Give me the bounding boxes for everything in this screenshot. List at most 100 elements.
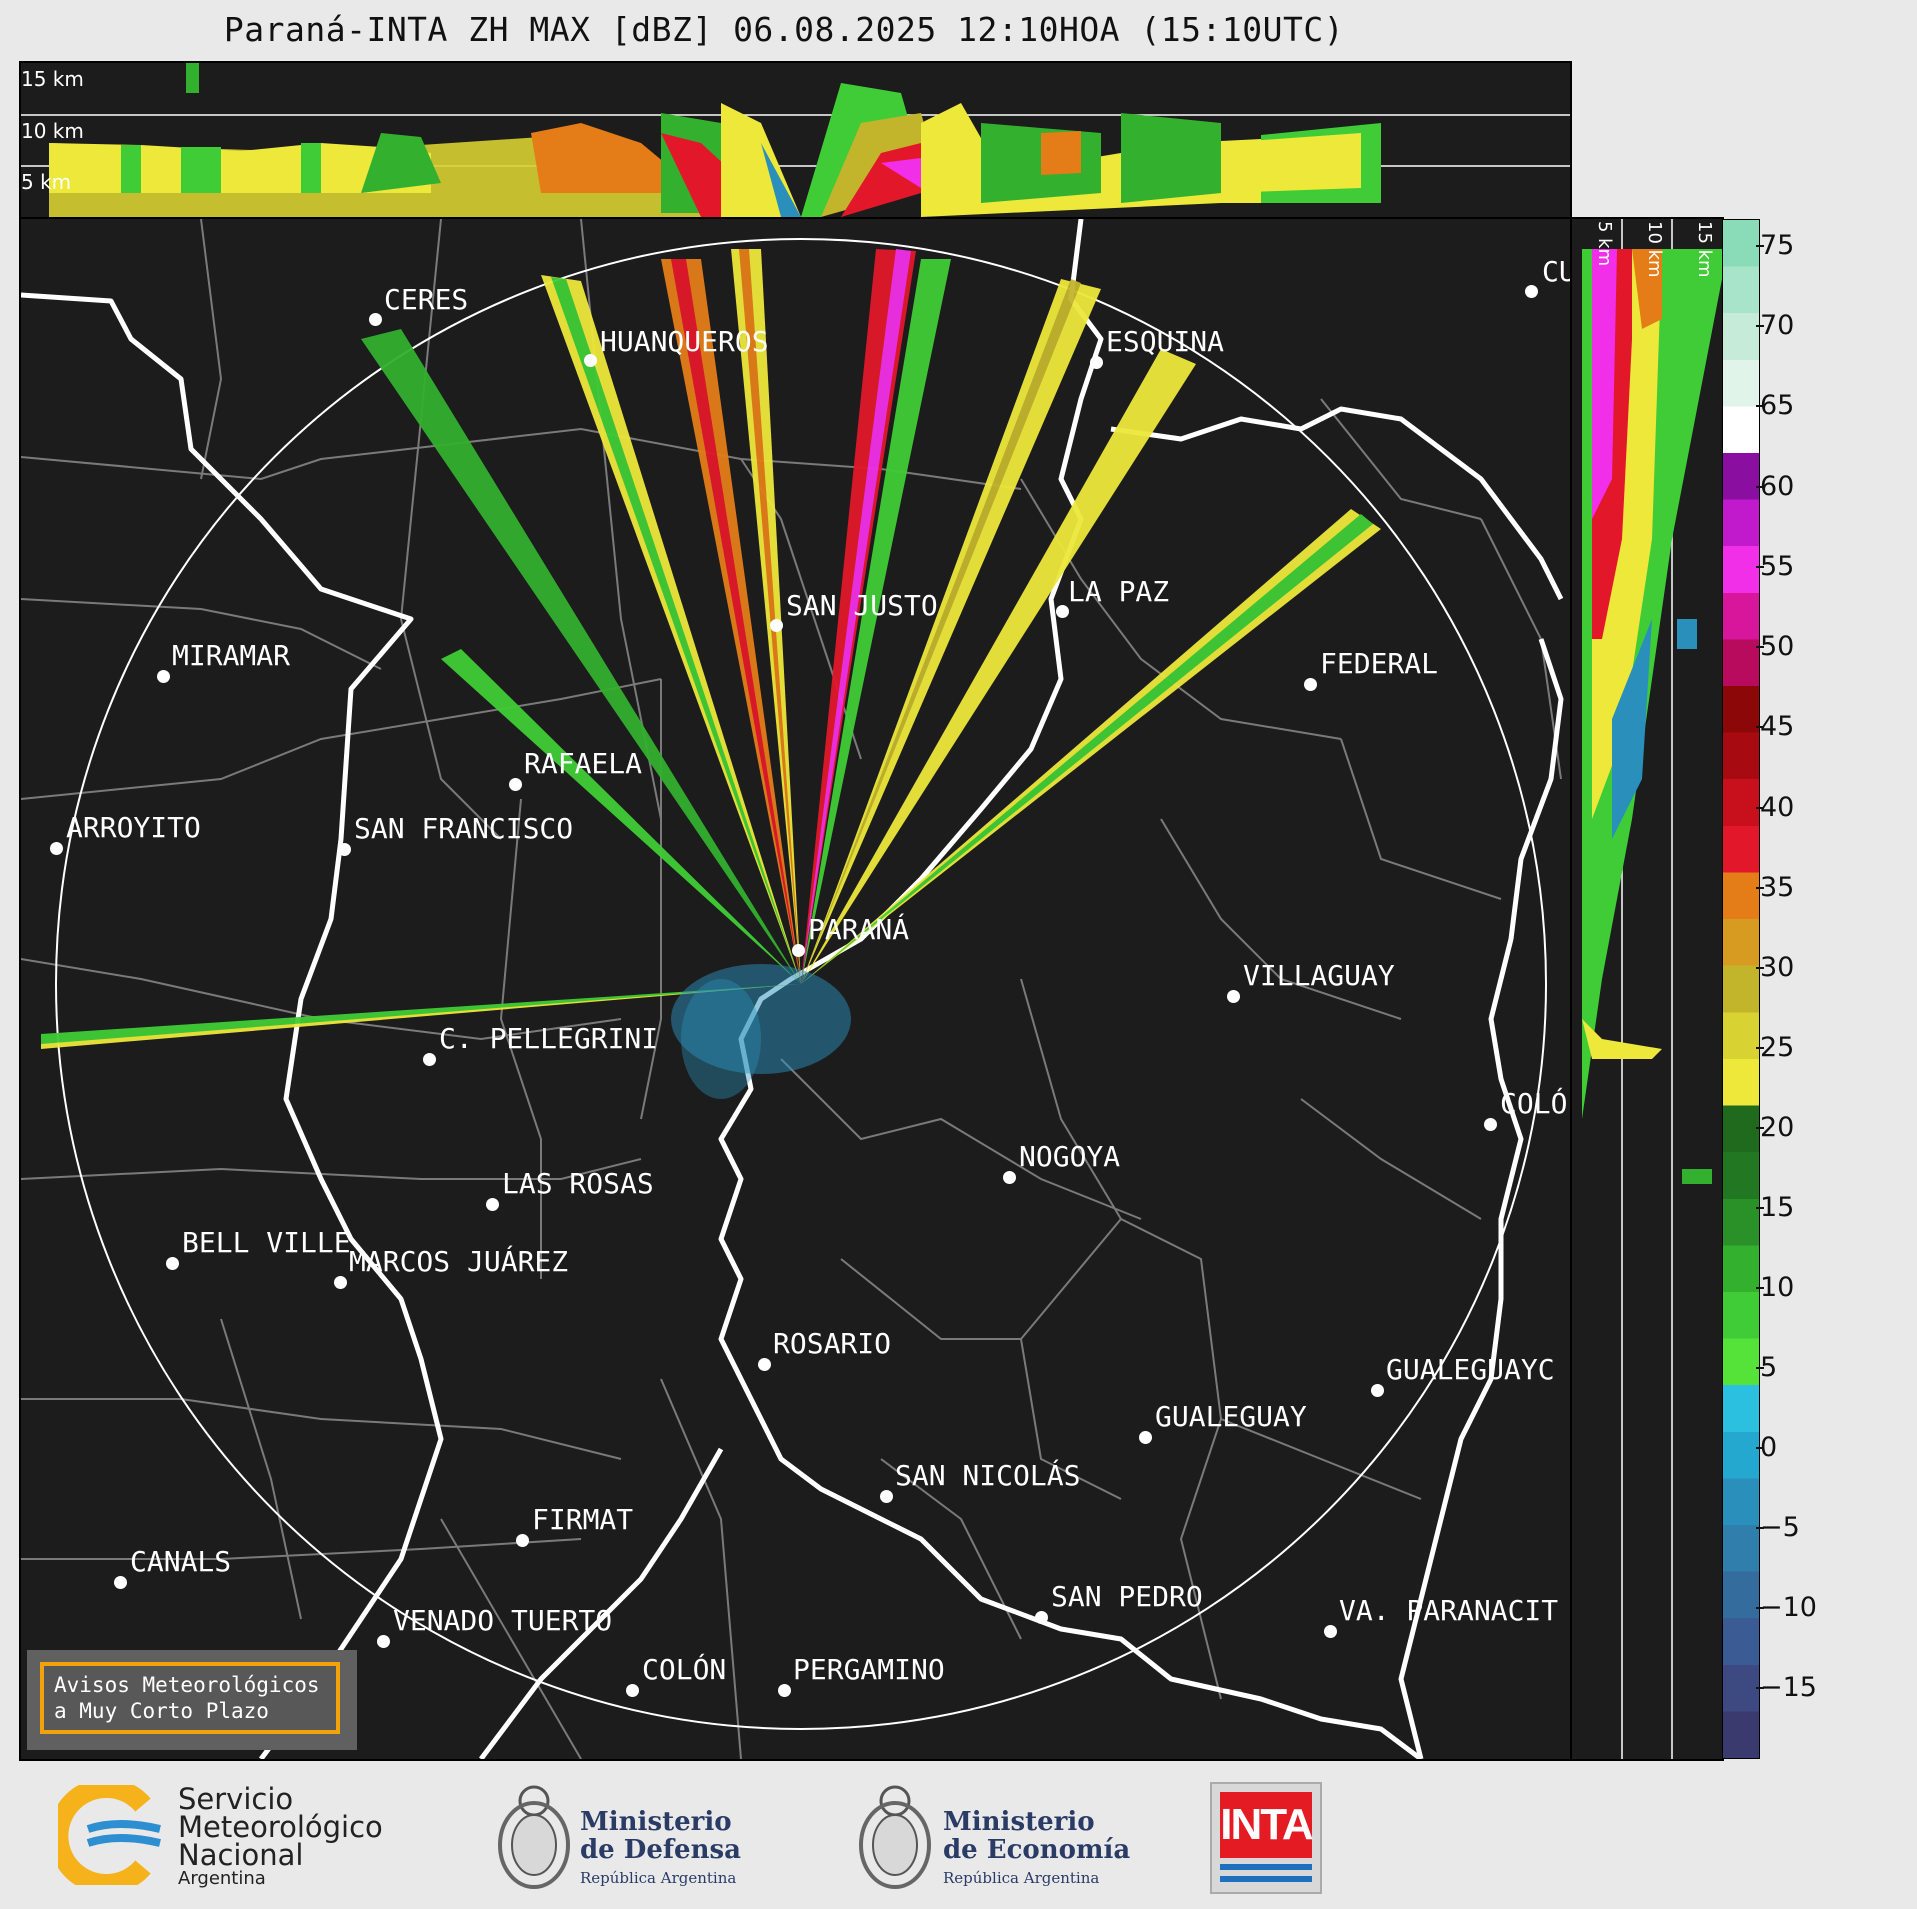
city-dot	[1324, 1625, 1337, 1638]
smn-logo-icon	[48, 1778, 168, 1894]
city-label-san-nicolas: SAN NICOLÁS	[895, 1459, 1081, 1492]
city-label-san-pedro: SAN PEDRO	[1051, 1580, 1203, 1613]
city-dot	[377, 1635, 390, 1648]
avisos-line-1: Avisos Meteorológicos	[54, 1673, 320, 1697]
city-dot	[792, 944, 805, 957]
colorbar-tick: −10	[1756, 1592, 1817, 1623]
city-dot	[114, 1576, 127, 1589]
city-label-huanqueros: HUANQUEROS	[600, 325, 769, 358]
city-label-federal: FEDERAL	[1320, 647, 1439, 680]
city-dot	[157, 670, 170, 683]
city-dot	[1003, 1171, 1016, 1184]
defensa-line-1: Ministerio	[580, 1807, 732, 1837]
city-label-rosario: ROSARIO	[773, 1327, 892, 1360]
economia-line-1: Ministerio	[943, 1807, 1095, 1837]
city-dot	[778, 1684, 791, 1697]
city-label-gualeguayc: GUALEGUAYC	[1386, 1353, 1555, 1386]
city-label-san-francisco: SAN FRANCISCO	[354, 812, 574, 845]
colorbar-tick: 35	[1755, 872, 1795, 903]
city-label-venado-tuerto: VENADO TUERTO	[393, 1604, 613, 1637]
city-dot	[1035, 1611, 1048, 1624]
city-dot	[1525, 285, 1538, 298]
colorbar-tick: 45	[1755, 711, 1795, 742]
city-dot	[369, 313, 382, 326]
city-dot	[626, 1684, 639, 1697]
city-label-esquina: ESQUINA	[1106, 325, 1225, 358]
city-label-rafaela: RAFAELA	[524, 747, 643, 780]
colorbar-tick: 50	[1755, 631, 1795, 662]
city-label-bell-ville: BELL VILLE	[182, 1226, 351, 1259]
city-label-las-rosas: LAS ROSAS	[502, 1167, 654, 1200]
city-label-firmat: FIRMAT	[532, 1503, 634, 1536]
defensa-line-3: República Argentina	[580, 1869, 737, 1887]
radar-map	[19, 217, 1572, 1761]
colorbar-tick: 5	[1755, 1352, 1778, 1383]
city-label-san-justo: SAN JUSTO	[786, 589, 938, 622]
defensa-logo-text: Ministerio de Defensa República Argentin…	[580, 1808, 741, 1892]
economia-logo-text: Ministerio de Economía República Argenti…	[943, 1808, 1130, 1892]
inta-logo-text: INTA	[1220, 1792, 1314, 1858]
city-label-c-pellegrini: C. PELLEGRINI	[439, 1022, 659, 1055]
side-cross-section-panel: 5 km 10 km 15 km	[1570, 217, 1724, 1761]
smn-line-2: Meteorológico	[178, 1810, 383, 1844]
colorbar-tick: 60	[1755, 471, 1795, 502]
colorbar-tick: 15	[1755, 1192, 1795, 1223]
city-label-va-paranacit: VA. PARANACIT	[1339, 1594, 1559, 1627]
colorbar-tick: 25	[1755, 1032, 1795, 1063]
city-dot	[758, 1358, 771, 1371]
city-dot	[486, 1198, 499, 1211]
city-label-miramar: MIRAMAR	[172, 639, 291, 672]
colorbar	[1722, 219, 1760, 1759]
inta-stripe	[1220, 1864, 1312, 1870]
side-height-label-10km: 10 km	[1644, 221, 1665, 278]
city-dot	[1304, 678, 1317, 691]
inta-logo: INTA	[1210, 1782, 1322, 1894]
city-label-parana: PARANÁ	[808, 913, 910, 946]
side-cross-section-echoes	[1582, 219, 1722, 1759]
colorbar-tick: 75	[1755, 230, 1795, 261]
city-label-colon: COLÓN	[642, 1653, 727, 1686]
top-cross-section-echoes	[21, 63, 1570, 217]
city-dot	[50, 842, 63, 855]
city-dot	[516, 1534, 529, 1547]
colorbar-tick: −5	[1756, 1512, 1800, 1543]
city-dot	[1371, 1384, 1384, 1397]
city-dot	[338, 843, 351, 856]
chart-title: Paraná-INTA ZH MAX [dBZ] 06.08.2025 12:1…	[223, 10, 1345, 49]
city-label-colo: COLÓ	[1500, 1087, 1568, 1120]
city-dot	[1056, 605, 1069, 618]
avisos-line-2: a Muy Corto Plazo	[54, 1699, 269, 1723]
city-dot	[166, 1257, 179, 1270]
colorbar-tick: 70	[1755, 310, 1795, 341]
city-dot	[584, 354, 597, 367]
map-geography	[21, 219, 1564, 1759]
colorbar-tick: 65	[1755, 390, 1795, 421]
defensa-coat-of-arms-icon	[494, 1775, 574, 1895]
city-dot	[880, 1490, 893, 1503]
city-label-arroyito: ARROYITO	[66, 811, 201, 844]
defensa-line-2: de Defensa	[580, 1835, 741, 1865]
smn-logo-text: Servicio Meteorológico Nacional Argentin…	[178, 1785, 383, 1889]
city-label-ceres: CERES	[384, 283, 469, 316]
city-label-pergamino: PERGAMINO	[793, 1653, 945, 1686]
colorbar-tick: 0	[1755, 1432, 1778, 1463]
colorbar-tick: 10	[1755, 1272, 1795, 1303]
colorbar-tick: −15	[1756, 1672, 1817, 1703]
city-dot	[509, 778, 522, 791]
smn-line-4: Argentina	[178, 1868, 266, 1889]
top-cross-section-panel: 15 km 10 km 5 km	[19, 61, 1572, 219]
colorbar-tick: 55	[1755, 551, 1795, 582]
city-label-marcos-juarez: MARCOS JUÁREZ	[349, 1245, 569, 1278]
city-label-gualeguay: GUALEGUAY	[1155, 1400, 1307, 1433]
economia-line-3: República Argentina	[943, 1869, 1100, 1887]
city-label-villaguay: VILLAGUAY	[1243, 959, 1395, 992]
side-height-label-5km: 5 km	[1594, 221, 1615, 267]
city-dot	[334, 1276, 347, 1289]
city-dot	[1227, 990, 1240, 1003]
city-dot	[1139, 1431, 1152, 1444]
height-label-10km: 10 km	[21, 119, 84, 143]
smn-line-3: Nacional	[178, 1838, 304, 1872]
economia-line-2: de Economía	[943, 1835, 1131, 1865]
city-label-la-paz: LA PAZ	[1068, 575, 1170, 608]
height-label-5km: 5 km	[21, 170, 72, 194]
